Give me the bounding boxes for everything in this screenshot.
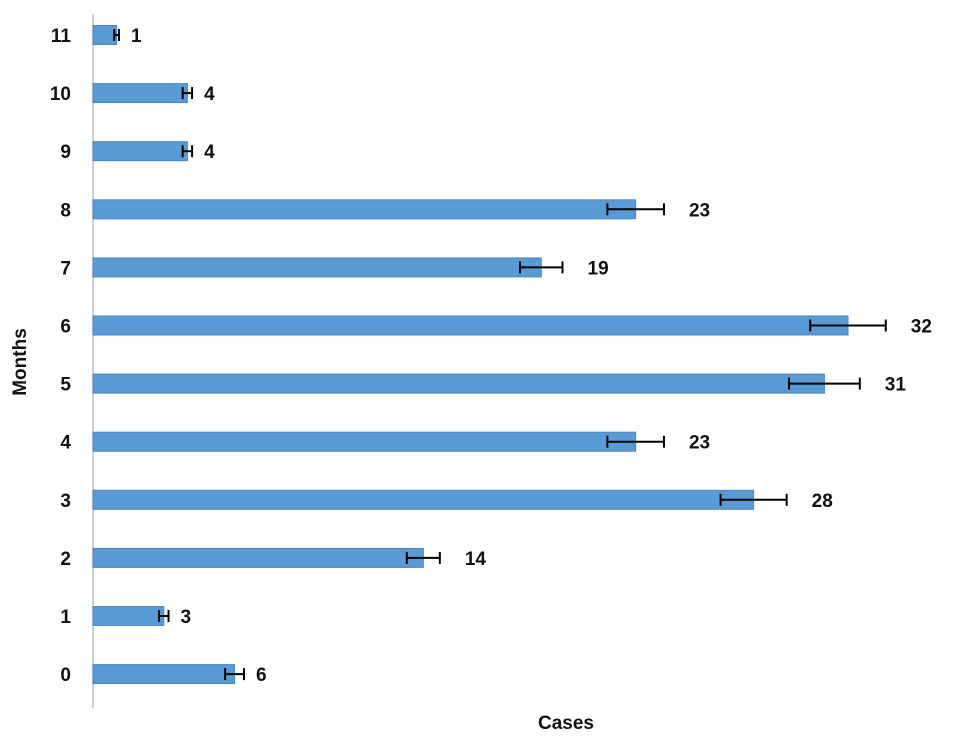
bar-month-11 — [92, 25, 118, 45]
y-tick-label: 7 — [60, 258, 71, 279]
error-bar-month-2 — [405, 551, 441, 564]
y-tick-labels: 0 1 2 3 4 5 6 7 8 9 10 11 — [50, 26, 72, 686]
error-bar-month-4 — [606, 435, 665, 448]
bar-month-8 — [92, 199, 637, 220]
y-tick-label: 11 — [51, 26, 72, 47]
y-tick-label: 2 — [60, 549, 71, 570]
bar-month-0 — [92, 664, 236, 685]
y-tick-label: 10 — [50, 84, 71, 105]
error-bar-month-8 — [606, 203, 665, 216]
data-labels: 6 3 14 28 23 31 32 19 23 4 4 1 — [131, 26, 932, 686]
y-tick-label: 4 — [60, 433, 71, 454]
data-label: 31 — [885, 375, 907, 396]
data-label: 23 — [689, 200, 710, 221]
bars-group — [92, 25, 887, 685]
bar-month-10 — [92, 83, 188, 104]
y-tick-label: 5 — [60, 375, 71, 396]
y-tick-label: 3 — [60, 491, 71, 512]
bar-month-6 — [92, 315, 849, 336]
data-label: 23 — [689, 433, 710, 454]
error-bar-month-6 — [809, 319, 887, 332]
error-bar-month-11 — [113, 29, 120, 41]
bar-month-7 — [92, 257, 542, 278]
error-bar-month-10 — [181, 87, 194, 100]
data-label: 4 — [204, 142, 215, 163]
data-label: 4 — [204, 84, 215, 105]
data-label: 14 — [465, 549, 487, 570]
error-bar-month-9 — [181, 145, 194, 158]
error-bar-month-3 — [719, 493, 788, 506]
bar-month-5 — [92, 373, 825, 394]
bar-month-2 — [92, 547, 424, 568]
y-axis-title: Months — [10, 328, 31, 396]
bar-month-4 — [92, 431, 637, 452]
data-label: 1 — [131, 26, 142, 47]
bar-month-9 — [92, 141, 188, 162]
bar-month-3 — [92, 489, 755, 510]
y-tick-label: 9 — [60, 142, 71, 163]
y-tick-label: 0 — [60, 665, 71, 686]
y-tick-label: 6 — [60, 317, 71, 338]
error-bar-month-1 — [158, 610, 170, 622]
data-label: 3 — [181, 607, 192, 628]
data-label: 6 — [256, 665, 267, 686]
error-bar-month-0 — [224, 668, 245, 681]
data-label: 28 — [812, 491, 833, 512]
data-label: 32 — [911, 317, 932, 338]
data-label: 19 — [588, 258, 609, 279]
bar-month-1 — [92, 606, 165, 626]
y-tick-label: 8 — [60, 200, 71, 221]
error-bar-month-5 — [788, 377, 861, 390]
error-bar-month-7 — [519, 261, 564, 274]
x-axis-title: Cases — [538, 713, 594, 734]
y-tick-label: 1 — [60, 607, 71, 628]
